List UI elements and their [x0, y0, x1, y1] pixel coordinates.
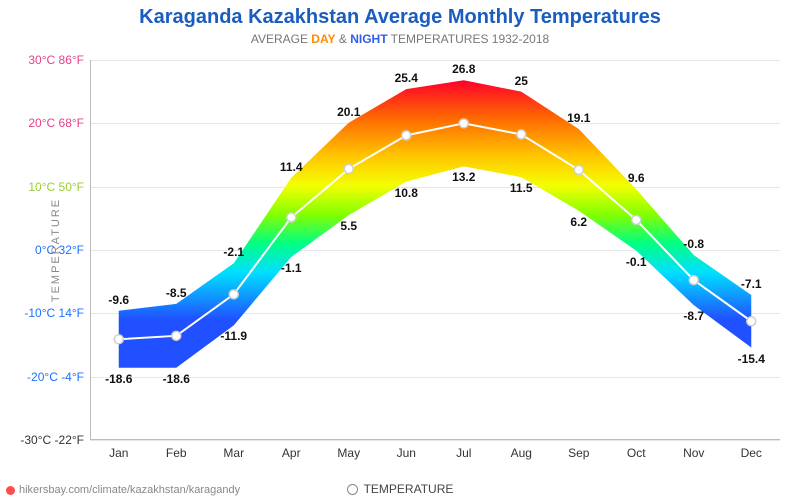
x-tick-label: Dec: [741, 446, 762, 460]
source-text: hikersbay.com/climate/kazakhstan/karagan…: [19, 484, 240, 496]
source-link[interactable]: hikersbay.com/climate/kazakhstan/karagan…: [6, 484, 240, 496]
x-tick-label: Feb: [166, 446, 187, 460]
day-value-label: -9.6: [108, 293, 129, 307]
y-tick-label: 0°C 32°F: [35, 243, 84, 257]
night-value-label: -11.9: [220, 329, 247, 343]
subtitle-night: NIGHT: [350, 32, 387, 46]
night-value-label: -15.4: [738, 352, 765, 366]
x-tick-label: Apr: [282, 446, 301, 460]
x-tick-label: Oct: [627, 446, 646, 460]
day-value-label: 25.4: [395, 71, 418, 85]
night-value-label: 6.2: [570, 215, 587, 229]
y-tick-label: -10°C 14°F: [24, 306, 84, 320]
avg-marker: [344, 164, 353, 173]
day-value-label: 19.1: [567, 111, 590, 125]
night-value-label: 10.8: [395, 186, 418, 200]
x-tick-label: Jan: [109, 446, 128, 460]
avg-marker: [287, 213, 296, 222]
plot-area: 30°C 86°F20°C 68°F10°C 50°F0°C 32°F-10°C…: [90, 60, 780, 440]
grid-line: [90, 440, 780, 441]
legend-marker-icon: [347, 484, 358, 495]
y-tick-label: 30°C 86°F: [28, 53, 84, 67]
day-value-label: -2.1: [223, 245, 244, 259]
x-tick-label: Aug: [511, 446, 532, 460]
y-tick-label: -20°C -4°F: [27, 370, 84, 384]
chart-subtitle: AVERAGE DAY & NIGHT TEMPERATURES 1932-20…: [0, 32, 800, 46]
y-tick-label: 20°C 68°F: [28, 116, 84, 130]
night-value-label: -1.1: [281, 261, 302, 275]
day-value-label: 11.4: [280, 160, 303, 174]
subtitle-prefix: AVERAGE: [251, 32, 311, 46]
temperature-chart: Karaganda Kazakhstan Average Monthly Tem…: [0, 0, 800, 500]
day-value-label: 25: [515, 74, 528, 88]
chart-title: Karaganda Kazakhstan Average Monthly Tem…: [0, 6, 800, 29]
avg-marker: [229, 290, 238, 299]
temperature-band: [119, 80, 752, 368]
night-value-label: -0.1: [626, 255, 647, 269]
night-value-label: -8.7: [683, 309, 704, 323]
avg-marker: [689, 276, 698, 285]
night-value-label: 5.5: [340, 219, 357, 233]
x-tick-label: Nov: [683, 446, 704, 460]
subtitle-suffix: TEMPERATURES 1932-2018: [388, 32, 550, 46]
subtitle-day: DAY: [311, 32, 335, 46]
avg-marker: [459, 119, 468, 128]
night-value-label: 13.2: [452, 170, 475, 184]
day-value-label: 26.8: [452, 62, 475, 76]
avg-marker: [632, 215, 641, 224]
pin-icon: [6, 486, 15, 495]
x-tick-label: Jun: [397, 446, 416, 460]
night-value-label: -18.6: [163, 372, 190, 386]
day-value-label: 20.1: [337, 105, 360, 119]
day-value-label: -7.1: [741, 277, 762, 291]
avg-marker: [114, 335, 123, 344]
avg-marker: [402, 131, 411, 140]
day-value-label: -8.5: [166, 286, 187, 300]
y-tick-label: -30°C -22°F: [20, 433, 84, 447]
legend-label: TEMPERATURE: [364, 482, 454, 496]
chart-svg: [90, 60, 780, 440]
avg-marker: [517, 130, 526, 139]
x-tick-label: Sep: [568, 446, 589, 460]
x-tick-label: Jul: [456, 446, 471, 460]
avg-marker: [574, 165, 583, 174]
subtitle-and: &: [336, 32, 351, 46]
night-value-label: -18.6: [105, 372, 132, 386]
avg-marker: [172, 331, 181, 340]
x-tick-label: May: [337, 446, 360, 460]
day-value-label: -0.8: [683, 237, 704, 251]
day-value-label: 9.6: [628, 171, 645, 185]
night-value-label: 11.5: [510, 181, 533, 195]
avg-marker: [747, 317, 756, 326]
y-tick-label: 10°C 50°F: [28, 180, 84, 194]
y-axis-line: [90, 60, 91, 440]
x-tick-label: Mar: [223, 446, 244, 460]
x-axis-line: [90, 439, 780, 440]
